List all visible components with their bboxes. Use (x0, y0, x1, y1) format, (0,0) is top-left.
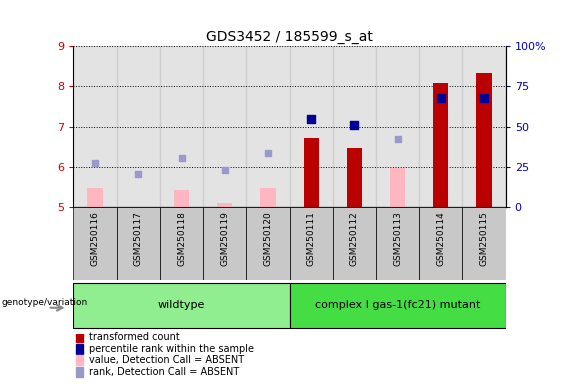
Bar (217, 202, 232, 207)
Bar (76, 367, 84, 377)
Bar (260, 188, 276, 207)
Bar (289, 283, 506, 328)
Bar (76, 332, 84, 343)
Text: rank, Detection Call = ABSENT: rank, Detection Call = ABSENT (89, 367, 239, 377)
Bar (333, 46, 376, 207)
Bar (246, 207, 289, 280)
Bar (376, 207, 419, 280)
Bar (433, 83, 449, 207)
Text: GSM250115: GSM250115 (480, 211, 489, 266)
Point (220, 167, 229, 173)
Bar (73, 283, 289, 328)
Point (480, 95, 489, 101)
Bar (246, 46, 289, 207)
Point (177, 155, 186, 161)
Text: GSM250111: GSM250111 (307, 211, 316, 266)
Text: transformed count: transformed count (89, 332, 179, 342)
Bar (116, 207, 160, 280)
Text: value, Detection Call = ABSENT: value, Detection Call = ABSENT (89, 355, 244, 365)
Text: GSM250112: GSM250112 (350, 211, 359, 266)
Text: percentile rank within the sample: percentile rank within the sample (89, 344, 254, 354)
Bar (116, 46, 160, 207)
Bar (347, 149, 362, 207)
Bar (390, 168, 405, 207)
Bar (160, 46, 203, 207)
Bar (419, 46, 463, 207)
Point (263, 150, 272, 156)
Point (90, 160, 99, 166)
Bar (160, 207, 203, 280)
Text: GSM250120: GSM250120 (263, 211, 272, 266)
Bar (476, 73, 492, 207)
Point (436, 95, 445, 101)
Bar (76, 355, 84, 366)
Bar (73, 46, 117, 207)
Text: GSM250118: GSM250118 (177, 211, 186, 266)
Point (350, 122, 359, 128)
Text: GSM250113: GSM250113 (393, 211, 402, 266)
Point (307, 116, 316, 122)
Bar (76, 344, 84, 354)
Text: genotype/variation: genotype/variation (2, 298, 88, 307)
Point (393, 136, 402, 142)
Text: GSM250116: GSM250116 (90, 211, 99, 266)
Bar (174, 190, 189, 207)
Bar (462, 207, 506, 280)
Text: GSM250119: GSM250119 (220, 211, 229, 266)
Bar (203, 207, 246, 280)
Title: GDS3452 / 185599_s_at: GDS3452 / 185599_s_at (206, 30, 373, 44)
Bar (462, 46, 506, 207)
Bar (73, 207, 117, 280)
Text: complex I gas-1(fc21) mutant: complex I gas-1(fc21) mutant (315, 300, 480, 310)
Bar (333, 207, 376, 280)
Text: GSM250117: GSM250117 (134, 211, 143, 266)
Bar (303, 138, 319, 207)
Text: wildtype: wildtype (158, 300, 205, 310)
Bar (376, 46, 419, 207)
Bar (203, 46, 246, 207)
Bar (289, 46, 333, 207)
Bar (88, 188, 103, 207)
Point (134, 171, 143, 177)
Bar (419, 207, 463, 280)
Text: GSM250114: GSM250114 (436, 211, 445, 266)
Bar (289, 207, 333, 280)
